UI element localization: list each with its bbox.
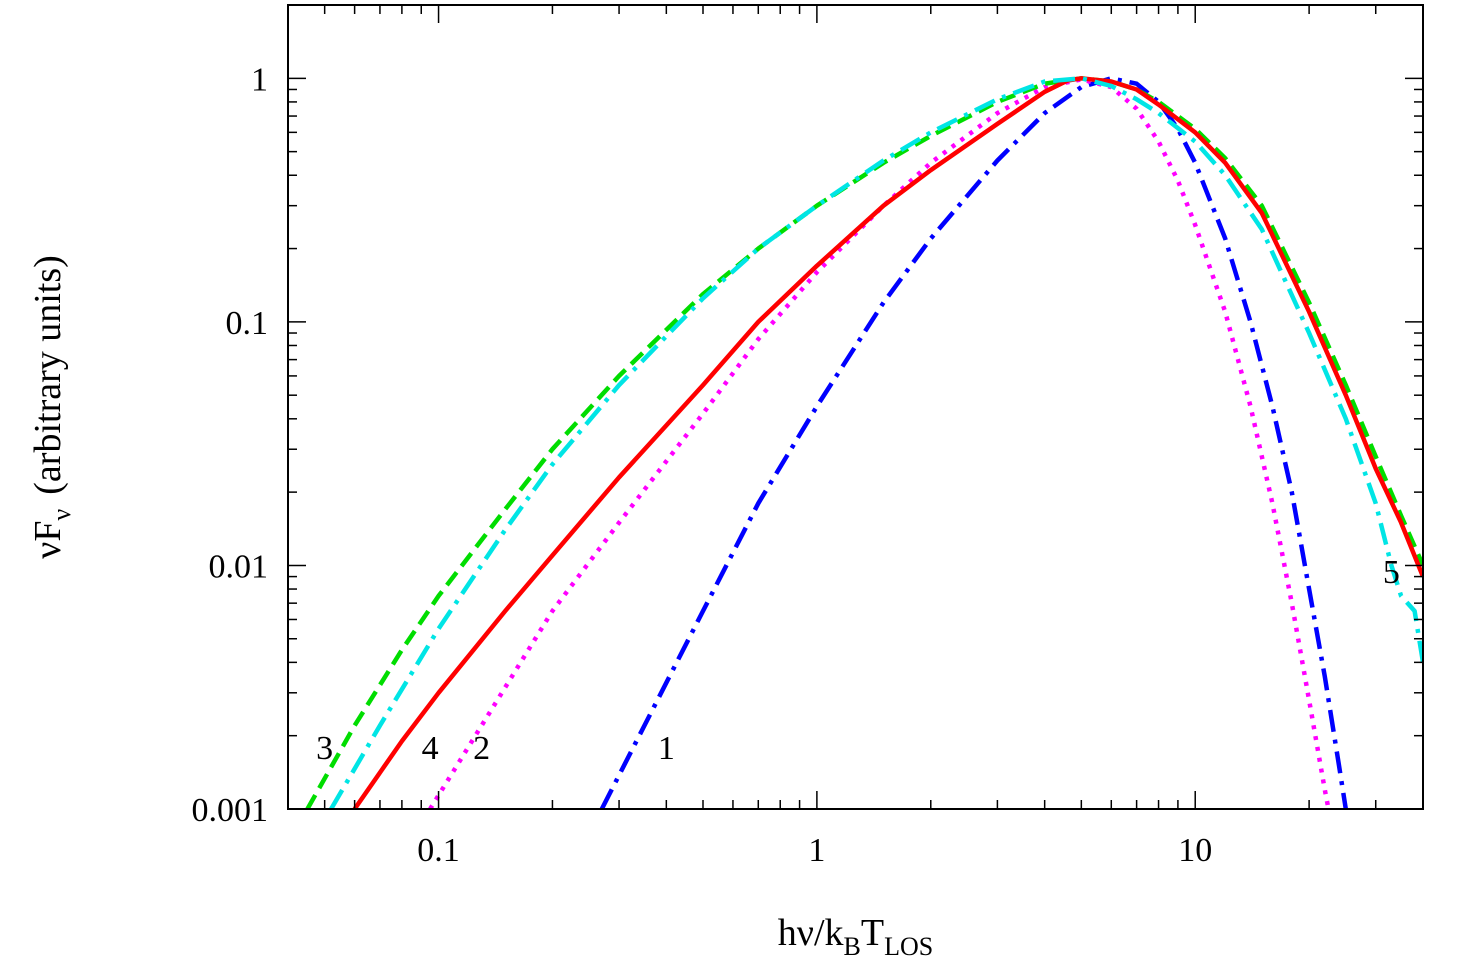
labels-layer: 0.1 1 10 0.001 0.01 0.1 1 1 2 3 4 5 <box>192 61 1400 869</box>
x-axis-label-sub1: B <box>844 932 861 961</box>
y-axis-label-sub: ν <box>47 508 76 520</box>
series-3-label: 3 <box>316 730 333 767</box>
series-2-line <box>428 77 1331 809</box>
x-axis-label-mid: T <box>861 912 884 954</box>
x-tick-label: 10 <box>1178 832 1212 869</box>
ticks-layer <box>287 4 1424 810</box>
y-tick-label: 0.1 <box>226 305 269 342</box>
series-1-label: 1 <box>658 730 675 767</box>
series-4-line <box>352 76 1423 809</box>
plot-frame <box>287 4 1424 810</box>
x-tick-label: 0.1 <box>417 832 460 869</box>
x-axis-label-sub2: LOS <box>884 932 933 961</box>
y-axis-label-rest: (arbitrary units) <box>27 255 69 495</box>
y-tick-label: 0.001 <box>192 792 269 829</box>
y-tick-label: 1 <box>251 61 268 98</box>
series-3-line <box>305 76 1423 809</box>
series-1-line <box>599 76 1349 809</box>
series-4-label: 4 <box>422 730 439 767</box>
x-axis-label-main: hν/k <box>778 912 844 954</box>
y-tick-label: 0.01 <box>209 548 269 585</box>
series-5-label: 5 <box>1383 554 1400 591</box>
x-axis-label: hν/kBTLOS <box>778 912 933 961</box>
series-2-label: 2 <box>473 730 490 767</box>
y-axis-label-main: νF <box>27 520 69 558</box>
series-5-line <box>329 76 1423 809</box>
x-tick-label: 1 <box>808 832 825 869</box>
curves-layer <box>305 76 1423 809</box>
y-axis-label: νFν (arbitrary units) <box>27 255 76 559</box>
